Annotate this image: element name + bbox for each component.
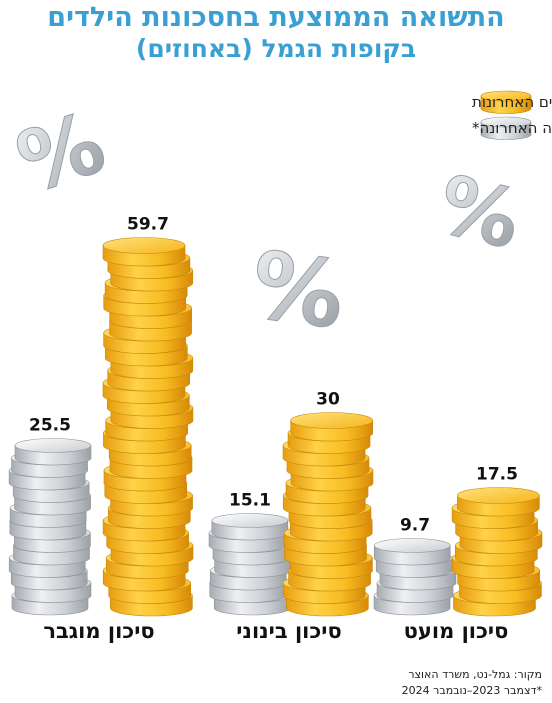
legend-label-last-year: בשנה האחרונה* — [472, 119, 552, 137]
coin — [373, 538, 451, 566]
coin-stack-last-year-1 — [208, 513, 291, 616]
coin-stack-last-year-0 — [8, 438, 92, 616]
chart-title: התשואה הממוצעת בחסכונות הילדים בקופות הג… — [0, 2, 552, 63]
source-note: מקור: גמל-נט, משרד האוצר *דצמבר 2023–נוב… — [402, 667, 542, 699]
legend: בחמש השנים האחרונות בשנה האחרונה* — [472, 90, 552, 140]
coin-stack-five-years-0 — [102, 237, 194, 617]
footnote-line: *דצמבר 2023–נובמבר 2024 — [401, 684, 542, 698]
coin-stack-five-years-1 — [282, 412, 374, 617]
legend-swatch-silver-coin — [480, 116, 532, 140]
coin-stack-last-year-2 — [373, 538, 457, 616]
legend-swatch-gold-coin — [480, 90, 532, 114]
coin — [211, 513, 289, 541]
category-label-1: סיכון בינוני — [236, 619, 342, 643]
value-label-last-year-1: 15.1 — [229, 491, 271, 511]
legend-item-last-year: בשנה האחרונה* — [472, 116, 552, 140]
chart-title-line-1: התשואה הממוצעת בחסכונות הילדים — [47, 2, 505, 33]
category-label-0: סיכון מוגבר — [43, 619, 154, 643]
value-label-five-years-1: 30 — [316, 390, 340, 410]
source-line: מקור: גמל-נט, משרד האוצר — [408, 668, 542, 682]
value-label-last-year-0: 25.5 — [29, 416, 71, 436]
gold-coin-icon — [480, 90, 532, 114]
chart-title-line-2: בקופות הגמל (באחוזים) — [135, 33, 417, 63]
legend-item-five-years: בחמש השנים האחרונות — [472, 90, 552, 114]
coin — [457, 487, 540, 517]
legend-label-five-years: בחמש השנים האחרונות — [472, 93, 552, 111]
coin — [14, 438, 92, 466]
percent-decoration-right: % — [429, 158, 529, 268]
percent-decoration-left: % — [6, 93, 116, 212]
category-label-2: סיכון מועט — [404, 619, 509, 643]
value-label-five-years-0: 59.7 — [127, 215, 169, 235]
coin-stack-five-years-2 — [451, 487, 543, 617]
silver-coin-icon — [480, 116, 532, 140]
value-label-last-year-2: 9.7 — [400, 516, 430, 536]
coin — [290, 412, 373, 442]
coin — [102, 237, 186, 267]
value-label-five-years-2: 17.5 — [476, 465, 518, 485]
percent-decoration-center: % — [245, 231, 351, 350]
